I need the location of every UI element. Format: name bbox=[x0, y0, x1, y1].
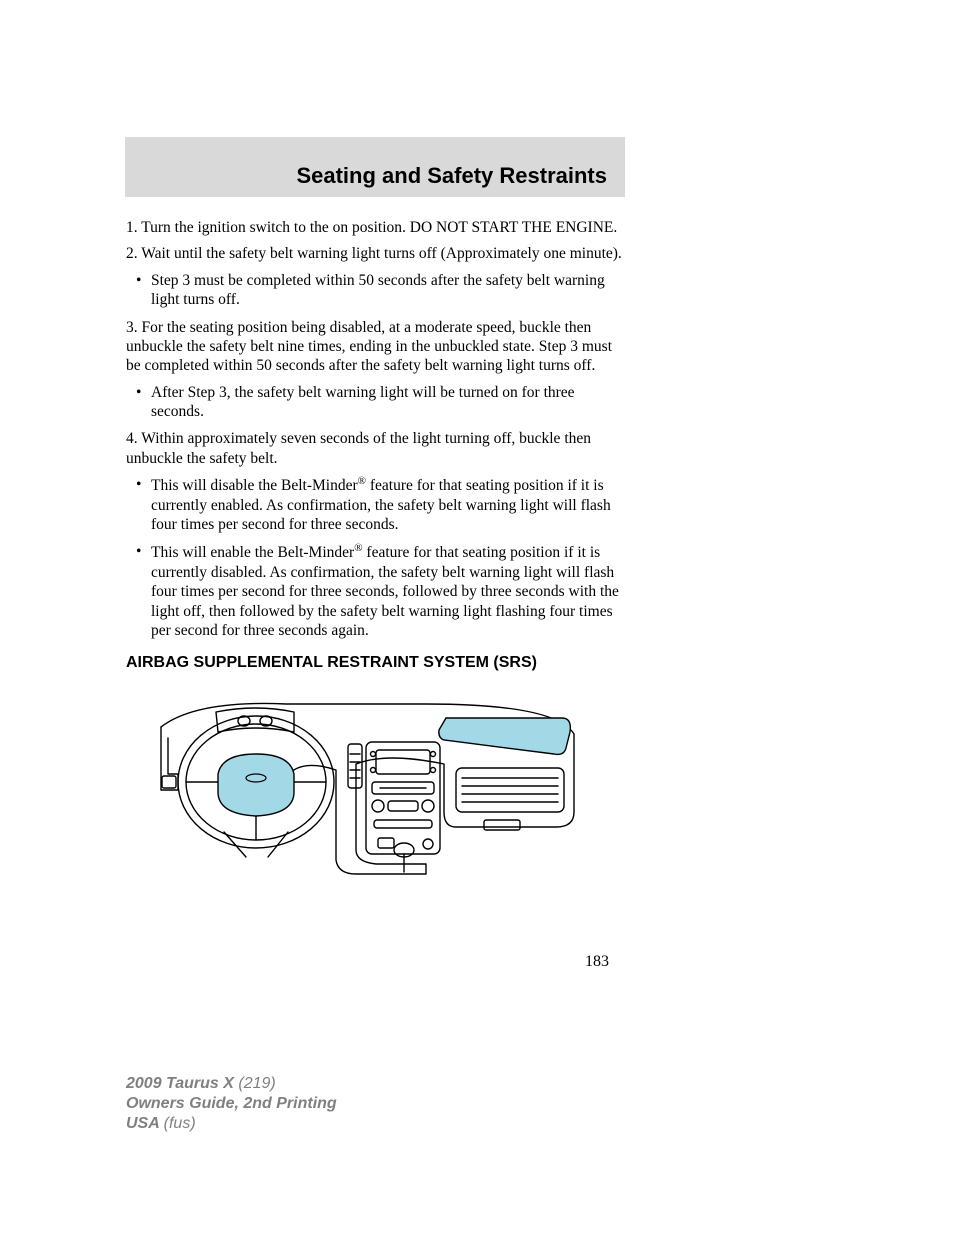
chapter-header: Seating and Safety Restraints bbox=[125, 137, 625, 197]
step-4: 4. Within approximately seven seconds of… bbox=[126, 429, 626, 468]
footer-line-3: USA (fus) bbox=[126, 1114, 337, 1134]
step-3: 3. For the seating position being disabl… bbox=[126, 318, 626, 376]
note-step3: Step 3 must be completed within 50 secon… bbox=[126, 271, 626, 310]
footer-code: (219) bbox=[238, 1075, 275, 1092]
footer-line-1: 2009 Taurus X (219) bbox=[126, 1074, 337, 1094]
registered-mark: ® bbox=[358, 475, 366, 487]
footer: 2009 Taurus X (219) Owners Guide, 2nd Pr… bbox=[126, 1074, 337, 1134]
footer-region: USA bbox=[126, 1115, 164, 1132]
page-number: 183 bbox=[585, 953, 609, 971]
dashboard-svg bbox=[126, 682, 596, 882]
note-after-step3: After Step 3, the safety belt warning li… bbox=[126, 383, 626, 422]
footer-fus: (fus) bbox=[164, 1115, 196, 1132]
note-enable-pre: This will enable the Belt-Minder bbox=[151, 545, 354, 562]
dashboard-airbag-diagram bbox=[126, 682, 596, 882]
chapter-title: Seating and Safety Restraints bbox=[296, 163, 607, 189]
step-1: 1. Turn the ignition switch to the on po… bbox=[126, 218, 626, 237]
note-disable: This will disable the Belt-Minder® featu… bbox=[126, 475, 626, 534]
footer-model: 2009 Taurus X bbox=[126, 1075, 238, 1092]
note-enable: This will enable the Belt-Minder® featur… bbox=[126, 542, 626, 640]
page-content: 1. Turn the ignition switch to the on po… bbox=[126, 218, 626, 882]
registered-mark: ® bbox=[354, 542, 362, 554]
section-heading-srs: AIRBAG SUPPLEMENTAL RESTRAINT SYSTEM (SR… bbox=[126, 654, 626, 672]
passenger-airbag bbox=[439, 718, 570, 754]
driver-airbag bbox=[218, 754, 294, 816]
footer-line-2: Owners Guide, 2nd Printing bbox=[126, 1094, 337, 1114]
note-disable-pre: This will disable the Belt-Minder bbox=[151, 477, 358, 494]
step-2: 2. Wait until the safety belt warning li… bbox=[126, 244, 626, 263]
